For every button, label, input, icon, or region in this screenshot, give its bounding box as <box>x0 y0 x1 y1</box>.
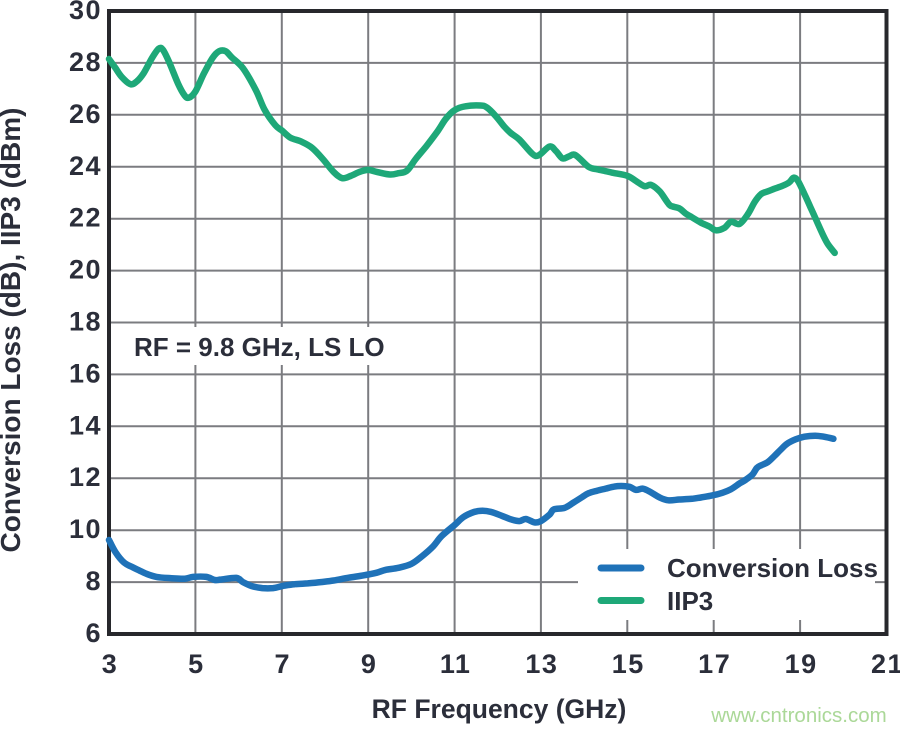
svg-text:17: 17 <box>698 649 731 679</box>
svg-text:6: 6 <box>85 618 102 648</box>
svg-text:20: 20 <box>69 255 102 285</box>
svg-text:24: 24 <box>69 151 102 181</box>
svg-text:28: 28 <box>69 47 102 77</box>
svg-text:30: 30 <box>69 0 102 25</box>
svg-text:9: 9 <box>361 649 378 679</box>
svg-text:12: 12 <box>69 462 102 492</box>
svg-text:14: 14 <box>69 410 102 440</box>
svg-text:7: 7 <box>275 649 292 679</box>
svg-text:RF Frequency (GHz): RF Frequency (GHz) <box>372 694 627 724</box>
svg-text:11: 11 <box>440 649 472 679</box>
svg-text:16: 16 <box>69 358 102 388</box>
svg-text:8: 8 <box>85 566 102 596</box>
svg-text:Conversion Loss (dB), IIP3 (dB: Conversion Loss (dB), IIP3 (dBm) <box>0 108 26 553</box>
svg-text:18: 18 <box>69 307 102 337</box>
svg-text:15: 15 <box>612 649 645 679</box>
svg-text:13: 13 <box>525 649 558 679</box>
svg-text:www.cntronics.com: www.cntronics.com <box>710 704 886 727</box>
svg-text:19: 19 <box>785 649 818 679</box>
svg-text:10: 10 <box>69 514 102 544</box>
svg-text:26: 26 <box>69 99 102 129</box>
svg-text:21: 21 <box>871 649 900 679</box>
svg-text:3: 3 <box>102 649 119 679</box>
svg-text:Conversion Loss: Conversion Loss <box>667 553 878 583</box>
svg-text:22: 22 <box>69 203 102 233</box>
svg-text:RF = 9.8 GHz, LS LO: RF = 9.8 GHz, LS LO <box>134 332 385 362</box>
svg-text:5: 5 <box>188 649 205 679</box>
svg-text:IIP3: IIP3 <box>667 586 713 616</box>
